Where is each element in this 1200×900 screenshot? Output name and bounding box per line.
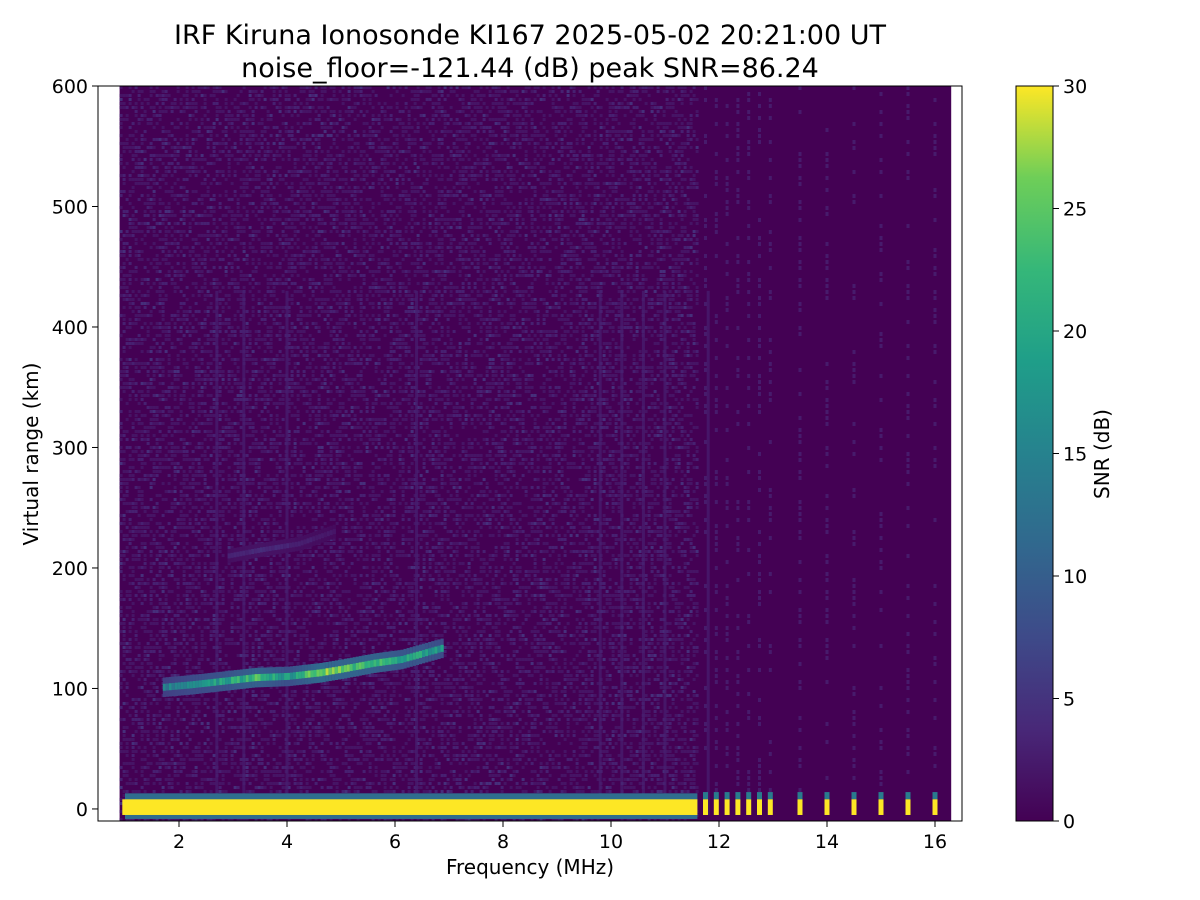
x-tick-label: 12: [707, 831, 731, 853]
x-tick-label: 10: [599, 831, 623, 853]
channel-echo: [735, 799, 741, 815]
y-tick-label: 100: [52, 678, 88, 700]
colorbar-tick-label: 10: [1063, 566, 1087, 588]
channel-echo: [713, 799, 719, 815]
y-tick-label: 200: [52, 558, 88, 580]
x-tick-label: 6: [389, 831, 401, 853]
colorbar: 0 5 10 15 20 25 30 SNR (dB): [1015, 76, 1114, 833]
chart-title-line1: IRF Kiruna Ionosonde KI167 2025-05-02 20…: [174, 20, 887, 51]
plot-area: [97, 85, 963, 822]
channel-halo: [878, 792, 884, 800]
y-axis-label: Virtual range (km): [19, 363, 43, 546]
channel-halo: [724, 792, 730, 800]
interference-line: [415, 290, 419, 815]
channel-echo: [851, 799, 857, 815]
colorbar-tick-label: 30: [1063, 76, 1087, 98]
x-tick-label: 2: [173, 831, 185, 853]
channel-echo: [824, 799, 830, 815]
channel-echo: [797, 799, 803, 815]
interference-line: [706, 290, 710, 815]
interference-line: [598, 290, 602, 815]
x-tick-label: 4: [281, 831, 293, 853]
colorbar-tick-label: 20: [1063, 321, 1087, 343]
x-tick-label: 14: [815, 831, 839, 853]
ground-echo-channels: [703, 86, 938, 815]
interference-line: [215, 290, 219, 815]
channel-halo: [824, 792, 830, 800]
interference-line: [641, 290, 645, 815]
plot-frame: [97, 85, 963, 822]
colorbar-tick-label: 25: [1063, 199, 1087, 221]
channel-halo: [797, 792, 803, 800]
channel-echo: [724, 799, 730, 815]
channel-halo: [851, 792, 857, 800]
colorbar-tick-label: 0: [1063, 811, 1075, 833]
faint-upper-trace: [227, 524, 336, 563]
y-tick-label: 400: [52, 317, 88, 339]
x-tick-label: 8: [497, 831, 509, 853]
y-tick-label: 0: [76, 799, 88, 821]
chart-title-line2: noise_floor=-121.44 (dB) peak SNR=86.24: [241, 53, 819, 84]
colorbar-tick-label: 5: [1063, 689, 1075, 711]
y-tick-label: 600: [52, 76, 88, 98]
x-tick-label: 16: [923, 831, 947, 853]
x-axis-ticks: 2 4 6 8 10 12 14 16: [173, 821, 947, 853]
channel-echo: [905, 799, 911, 815]
channel-echo: [703, 799, 708, 815]
channel-halo: [735, 792, 741, 800]
colorbar-tick-label: 15: [1063, 444, 1087, 466]
noise-speckle: [119, 86, 699, 821]
y-tick-label: 500: [52, 196, 88, 218]
y-tick-label: 300: [52, 437, 88, 459]
snr-heatmap: [119, 86, 952, 821]
channel-echo: [757, 799, 762, 815]
channel-echo: [878, 799, 884, 815]
interference-line: [285, 290, 289, 815]
ground-echo-band: [122, 799, 698, 815]
colorbar-gradient: [1015, 85, 1054, 822]
x-axis-label: Frequency (MHz): [446, 855, 614, 879]
channel-echo: [767, 799, 773, 815]
channel-halo: [713, 792, 719, 800]
channel-echo: [932, 799, 938, 815]
channel-echo: [746, 799, 752, 815]
channel-halo: [932, 792, 938, 800]
channel-halo: [746, 792, 752, 800]
channel-halo: [767, 792, 773, 800]
channel-halo: [905, 792, 911, 800]
interference-line: [663, 290, 667, 815]
e-layer-trace: [162, 638, 444, 698]
y-axis-ticks: 0 100 200 300 400 500 600: [52, 76, 98, 821]
colorbar-label: SNR (dB): [1090, 409, 1114, 499]
channel-halo: [757, 792, 762, 800]
colorbar-ticks: 0 5 10 15 20 25 30: [1053, 76, 1087, 833]
interference-line: [620, 290, 624, 815]
channel-halo: [703, 792, 708, 800]
